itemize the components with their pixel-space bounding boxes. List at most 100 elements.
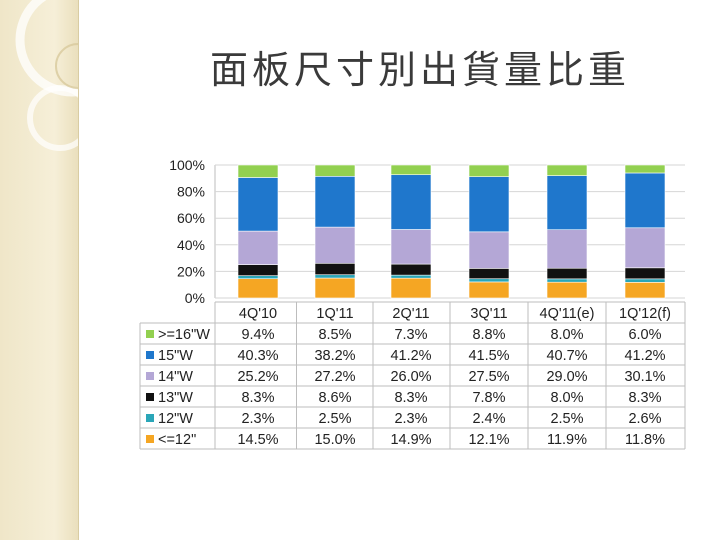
table-row-12-w: 12"W 2.3% 2.5% 2.3% 2.4% 2.5% 2.6% <box>146 411 662 427</box>
data-label: 6.0% <box>628 327 661 343</box>
bar-segment-14-w <box>624 227 666 269</box>
x-tick-label: 1Q'11 <box>316 306 353 322</box>
bar-segment-16-w <box>314 164 356 177</box>
data-label: 40.7% <box>546 348 587 364</box>
data-label: 29.0% <box>546 369 587 385</box>
table-row-15-w: 15"W 40.3% 38.2% 41.2% 41.5% 40.7% 41.2% <box>146 348 666 364</box>
x-tick-label: 4Q'11(e) <box>540 306 595 322</box>
data-label: 26.0% <box>390 369 431 385</box>
legend-label: 12"W <box>158 411 193 427</box>
data-label: 7.8% <box>472 390 505 406</box>
data-label: 27.5% <box>468 369 509 385</box>
data-label: 9.4% <box>241 327 274 343</box>
legend-swatch <box>146 414 154 422</box>
data-label: 7.3% <box>394 327 427 343</box>
y-tick-label: 80% <box>177 184 205 200</box>
bar-segment-12-w <box>314 274 356 279</box>
data-label: 8.5% <box>318 327 351 343</box>
data-label: 40.3% <box>237 348 278 364</box>
data-label: 12.1% <box>468 432 509 448</box>
bar-segment-12-w <box>237 275 279 280</box>
bar-segment-15-w <box>237 177 279 232</box>
bar-segment-12-w <box>468 278 510 283</box>
data-label: 2.4% <box>472 411 505 427</box>
legend-swatch <box>146 372 154 380</box>
bar-group-2q-11 <box>390 164 432 299</box>
legend-swatch <box>146 330 154 338</box>
bar-groups <box>237 164 666 299</box>
legend-label: >=16"W <box>158 327 210 343</box>
decorative-side-panel <box>0 0 79 540</box>
bar-segment-12-w <box>546 278 588 283</box>
slide-title: 面板尺寸別出貨量比重 <box>209 48 630 92</box>
data-label: 2.5% <box>550 411 583 427</box>
legend-swatch <box>146 393 154 401</box>
data-label: 11.8% <box>625 432 665 448</box>
bar-group-1q-11 <box>314 164 356 299</box>
bar-segment-15-w <box>624 172 666 229</box>
y-tick-label: 40% <box>177 237 205 253</box>
bar-segment-16-w <box>546 164 588 176</box>
ring-ornament <box>15 0 78 151</box>
x-tick-label: 1Q'12(f) <box>619 306 671 322</box>
data-label: 2.6% <box>628 411 661 427</box>
bar-segment-15-w <box>314 176 356 228</box>
bar-segment-13-w <box>314 262 356 276</box>
gridlines <box>215 164 685 299</box>
data-label: 2.5% <box>318 411 351 427</box>
bar-segment-12 <box>624 282 666 299</box>
y-tick-label: 20% <box>177 263 205 279</box>
data-label: 8.8% <box>472 327 505 343</box>
data-label: 8.3% <box>394 390 427 406</box>
bar-group-1q-12-f <box>624 164 666 299</box>
bar-segment-13-w <box>237 264 279 276</box>
bar-segment-14-w <box>390 229 432 265</box>
table-row-14-w: 14"W 25.2% 27.2% 26.0% 27.5% 29.0% 30.1% <box>146 369 666 385</box>
data-label: 14.9% <box>390 432 431 448</box>
legend-swatch <box>146 351 154 359</box>
y-tick-label: 100% <box>169 157 205 173</box>
data-label: 30.1% <box>624 369 665 385</box>
bar-segment-14-w <box>314 226 356 264</box>
data-table: 4Q'10 1Q'11 2Q'11 3Q'11 4Q'11(e) 1Q'12(f) >=16… <box>139 301 686 450</box>
bar-segment-15-w <box>390 174 432 230</box>
data-label: 8.0% <box>550 327 583 343</box>
data-label: 2.3% <box>394 411 427 427</box>
bar-segment-12 <box>314 277 356 299</box>
bar-segment-15-w <box>468 176 510 233</box>
bar-segment-12 <box>546 281 588 299</box>
legend-label: 14"W <box>158 369 193 385</box>
table-row-16-w: >=16"W 9.4% 8.5% 7.3% 8.8% 8.0% 6.0% <box>146 327 662 343</box>
data-label: 41.5% <box>468 348 509 364</box>
bar-segment-16-w <box>624 164 666 174</box>
bar-segment-13-w <box>624 267 666 280</box>
bar-segment-16-w <box>237 164 279 178</box>
data-label: 8.3% <box>628 390 661 406</box>
bar-group-3q-11 <box>468 164 510 299</box>
legend-label: 15"W <box>158 348 193 364</box>
table-row-13-w: 13"W 8.3% 8.6% 8.3% 7.8% 8.0% 8.3% <box>146 390 662 406</box>
y-tick-label: 60% <box>177 210 205 226</box>
bar-segment-12-w <box>390 274 432 279</box>
x-tick-label: 2Q'11 <box>392 306 429 322</box>
data-label: 14.5% <box>237 432 278 448</box>
data-label: 8.3% <box>241 390 274 406</box>
data-label: 25.2% <box>237 369 278 385</box>
x-tick-label: 3Q'11 <box>470 306 507 322</box>
data-label: 41.2% <box>390 348 431 364</box>
data-label: 11.9% <box>547 432 587 448</box>
bar-segment-12 <box>237 278 279 299</box>
bar-segment-16-w <box>390 164 432 176</box>
bar-segment-14-w <box>468 231 510 269</box>
data-label: 27.2% <box>314 369 355 385</box>
data-label: 8.6% <box>318 390 351 406</box>
x-tick-label: 4Q'10 <box>239 306 277 322</box>
legend-label: 13"W <box>158 390 193 406</box>
bar-segment-13-w <box>546 267 588 280</box>
bar-segment-12 <box>468 281 510 299</box>
data-label: 41.2% <box>624 348 665 364</box>
bar-segment-13-w <box>390 263 432 276</box>
y-axis: 100% 80% 60% 40% 20% 0% <box>169 157 216 306</box>
data-label: 2.3% <box>241 411 274 427</box>
